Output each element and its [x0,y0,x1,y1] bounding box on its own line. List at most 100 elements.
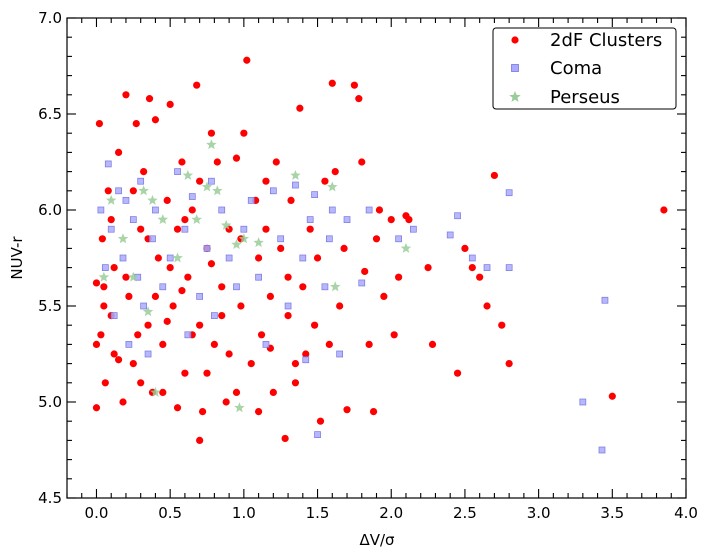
data-point [125,292,133,300]
data-point [107,225,115,233]
data-point [166,100,174,108]
data-point [150,386,161,397]
data-point [311,191,318,198]
data-point [92,279,101,287]
data-point [579,398,587,406]
data-point [98,271,110,282]
data-point [101,379,109,387]
data-point [225,350,233,358]
data-point [152,206,159,214]
data-point [134,331,142,339]
data-point [243,56,251,64]
data-point [328,206,336,214]
data-point [119,254,127,262]
data-point [166,254,174,262]
data-point [269,388,277,396]
data-point [247,197,255,204]
data-point [129,360,137,368]
data-point [184,273,192,281]
data-point [598,446,606,454]
data-point [196,177,204,185]
data-point [92,404,101,412]
data-point [163,317,171,325]
data-point [380,292,388,300]
series-perseus [98,139,412,413]
legend-label-perseus: Perseus [550,87,620,108]
data-point [257,331,266,339]
legend-marker-perseus [509,91,521,102]
data-point [306,225,314,233]
data-point [203,245,211,252]
data-point [321,177,329,185]
data-point [483,302,491,310]
legend-label-coma: Coma [550,58,602,79]
data-point [365,340,373,348]
data-point [608,392,616,400]
data-point [188,193,196,200]
data-point [369,408,378,416]
data-point [159,388,167,396]
data-point [119,398,127,406]
data-point [203,369,211,377]
data-point [291,360,300,368]
legend: 2dF Clusters Coma Perseus [492,27,677,110]
data-point [291,379,300,387]
data-point [255,273,262,281]
data-point [405,216,413,224]
data-point [232,154,241,162]
data-point [233,283,240,291]
data-point [316,417,325,425]
data-point [262,225,270,233]
data-point [151,116,160,124]
data-point [254,408,263,416]
data-point [149,235,156,243]
data-point [191,214,202,225]
data-point [454,212,461,220]
data-point [137,225,145,233]
data-point [476,273,484,281]
data-point [207,129,216,137]
data-point [387,216,395,224]
data-point [505,189,513,197]
data-point [196,293,203,300]
data-point [147,194,158,205]
data-points [92,56,668,454]
data-point [325,340,333,348]
data-point [299,254,307,262]
data-point [660,206,668,214]
data-point [343,216,351,223]
data-point [336,350,344,358]
data-point [174,168,181,175]
data-point [145,95,154,103]
data-point [395,235,402,243]
plot-frame [66,17,687,499]
legend-marker-2df [511,36,519,44]
axis-ticks: 0.0 0.5 1.0 1.5 2.0 2.5 3.0 3.5 4.0 4.5 5.0 5.5 6.0 6… [38,9,698,522]
data-point [206,139,217,150]
legend-box [492,27,677,110]
data-point [105,194,117,205]
data-point [446,231,454,239]
data-point [302,350,310,358]
data-point [173,404,182,412]
data-point [281,434,289,443]
data-point [262,177,270,185]
data-point [505,264,513,271]
data-point [95,120,104,128]
data-point [196,436,204,444]
data-point [140,302,147,310]
data-point [284,312,292,320]
data-point [101,264,109,271]
data-point [234,402,245,413]
data-point [254,254,263,262]
data-point [468,264,476,272]
data-point [97,206,105,214]
data-point [284,273,292,281]
x-tick-label: 2.5 [453,504,477,522]
x-tick-label: 3.5 [600,504,624,522]
data-point [128,271,139,282]
y-tick-label: 6.5 [38,105,62,123]
data-point [400,242,412,253]
legend-marker-coma [511,64,519,72]
